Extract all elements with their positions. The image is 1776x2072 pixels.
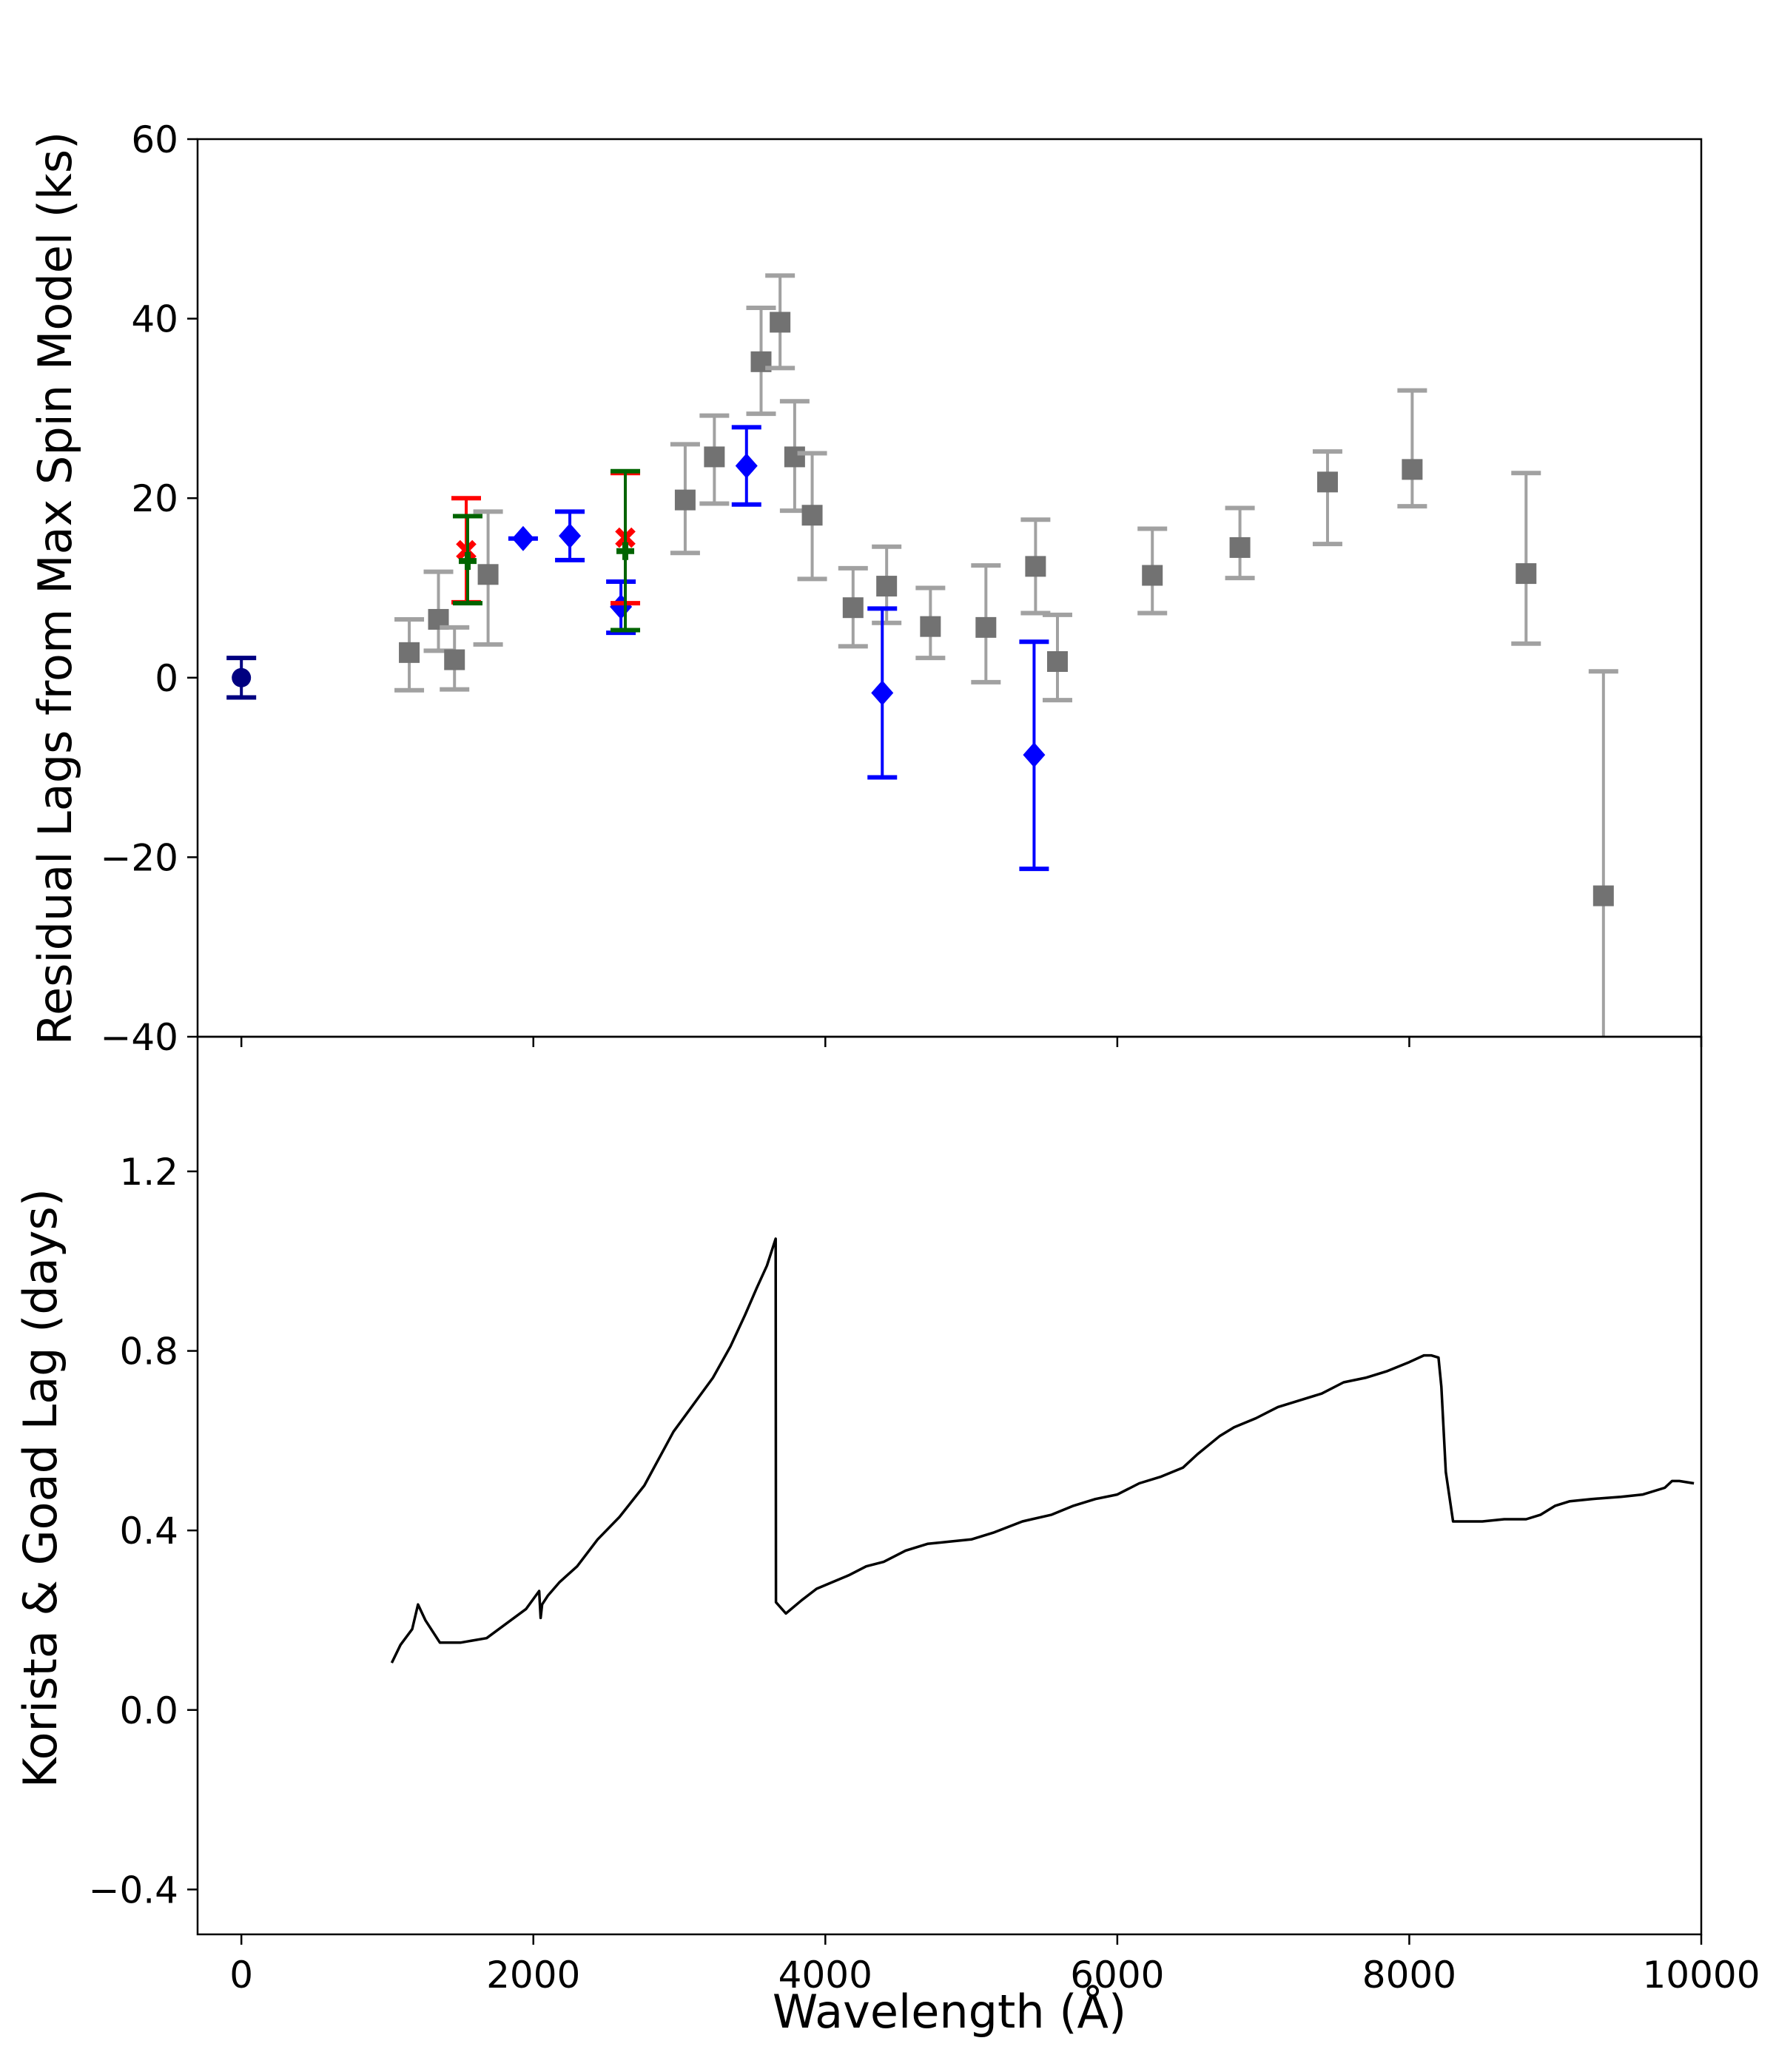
top-y-tick-label: 20: [131, 477, 178, 520]
bottom-panel-frame: [196, 1035, 1703, 1936]
x-axis: 0 2000 4000 6000 8000 10000: [229, 1934, 1760, 1997]
bottom-y-axis: −0.4 0.0 0.4 0.8 1.2: [89, 1151, 198, 1911]
top-y-axis: −40 −20 0 20 40 60: [100, 118, 1703, 1059]
bottom-panel: −0.40.00.40.81.2 0 2000 4000 6000 8000 10000 …: [13, 1035, 1760, 2039]
data-point-square: [1402, 459, 1423, 480]
data-point-square: [704, 446, 725, 468]
bottom-y-tick-label: 0.4: [119, 1510, 178, 1553]
data-point-diamond: [735, 453, 758, 479]
series-plus: [452, 468, 641, 633]
data-point-square: [784, 446, 805, 468]
data-point-square: [674, 489, 696, 511]
top-y-tick-label: −40: [100, 1016, 178, 1059]
data-point-square: [477, 564, 499, 585]
data-point-circle: [232, 667, 252, 687]
korista-goad-lag-line: [390, 1237, 1695, 1664]
bottom-y-tick-label: 0.0: [119, 1689, 178, 1732]
top-y-tick-label: 60: [131, 118, 178, 161]
x-tick-label: 6000: [1070, 1954, 1164, 1997]
data-point-square: [975, 616, 997, 638]
data-point-plus: [458, 552, 477, 571]
data-point-square: [1516, 563, 1537, 585]
data-point-square: [1592, 885, 1614, 906]
data-point-square: [842, 597, 864, 619]
x-tick-label: 4000: [778, 1954, 872, 1997]
x-tick-label: 2000: [486, 1954, 580, 1997]
data-point-square: [876, 576, 898, 597]
data-point-square: [1229, 536, 1251, 558]
top-plot-area: [226, 273, 1618, 1037]
data-point-diamond: [559, 523, 582, 549]
data-point-square: [399, 642, 420, 663]
data-point-square: [444, 649, 465, 670]
x-axis-label: Wavelength (Å): [773, 1985, 1126, 2039]
bottom-y-axis-label: Korista & Goad Lag (days): [13, 1188, 67, 1788]
series-square: [394, 273, 1618, 1037]
top-panel: −40 −20 0 20 40 60 Residual Lags from Max Spi…: [28, 118, 1703, 1059]
top-y-tick-label: −20: [100, 836, 178, 879]
series-circle: [226, 656, 257, 700]
data-point-square: [1046, 650, 1068, 672]
data-point-square: [801, 505, 823, 526]
bottom-y-tick-label: 1.2: [119, 1151, 178, 1194]
data-point-square: [770, 312, 791, 333]
bottom-plot-area: [390, 1237, 1695, 1664]
bottom-y-tick-label: 0.8: [119, 1331, 178, 1373]
top-y-axis-label: Residual Lags from Max Spin Model (ks): [28, 132, 82, 1046]
data-point-square: [920, 616, 941, 637]
data-point-square: [1316, 471, 1338, 493]
data-point-diamond: [1023, 742, 1046, 768]
data-point-square: [1142, 565, 1163, 586]
x-tick-label: 8000: [1362, 1954, 1456, 1997]
data-point-diamond: [871, 680, 894, 706]
series-diamond: [508, 425, 1049, 872]
bottom-y-tick-label: −0.4: [89, 1868, 178, 1911]
data-point-plus: [616, 542, 635, 560]
top-y-tick-label: 0: [155, 657, 178, 700]
data-point-diamond: [511, 525, 534, 551]
x-tick-label: 0: [229, 1954, 253, 1997]
data-point-square: [1025, 556, 1046, 577]
top-y-tick-label: 40: [131, 298, 178, 341]
x-tick-label: 10000: [1642, 1954, 1760, 1997]
